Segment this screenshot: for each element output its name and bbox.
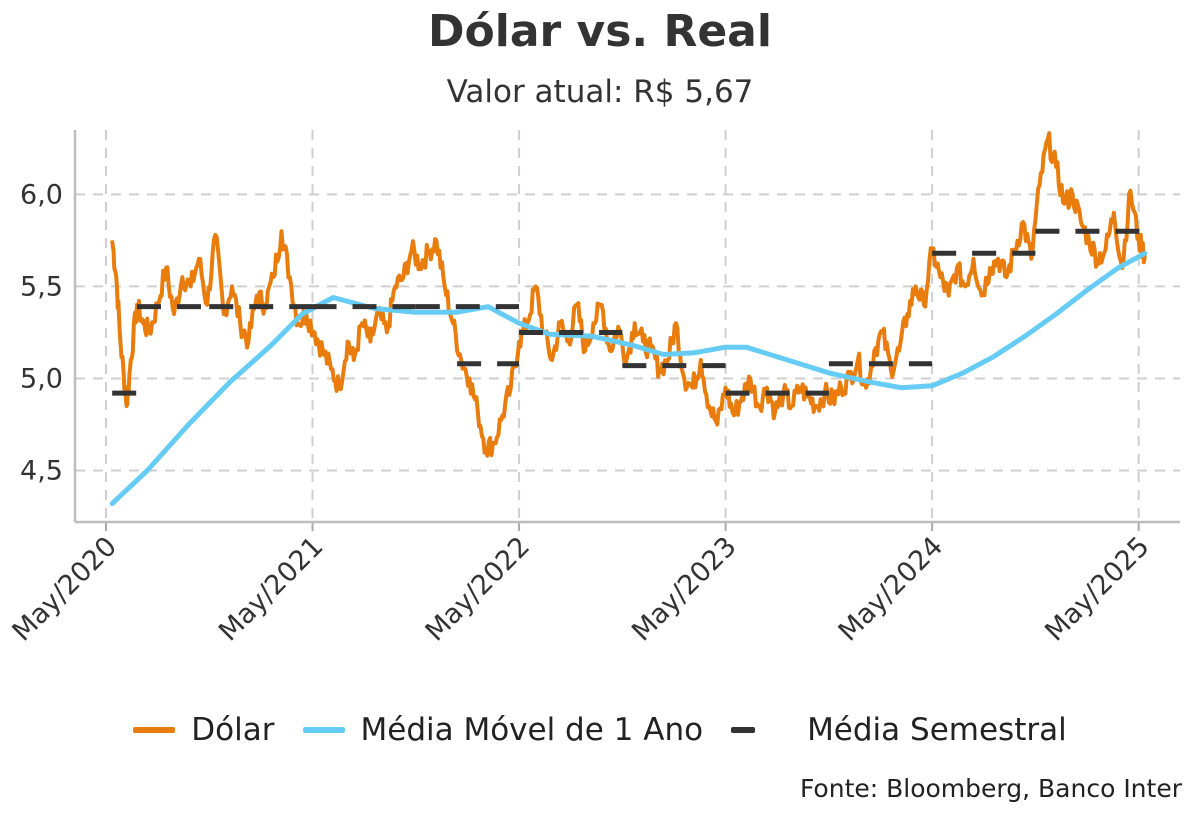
x-tick-label: May/2023 (626, 531, 742, 647)
x-tick-label: May/2021 (213, 531, 329, 647)
x-tick-label: May/2025 (1039, 531, 1155, 647)
series-line-dolar (110, 131, 1147, 458)
chart-subtitle: Valor atual: R$ 5,67 (446, 74, 754, 110)
y-tick-label: 4,5 (20, 455, 63, 486)
x-tick-label: May/2022 (420, 531, 536, 647)
chart-legend: Dólar Média Móvel de 1 Ano Média Semestr… (0, 712, 1200, 748)
legend-item-media-semestral: Média Semestral (731, 712, 1067, 748)
x-tick-label: May/2020 (7, 531, 123, 647)
legend-item-media-movel: Média Móvel de 1 Ano (302, 712, 704, 748)
chart-title: Dólar vs. Real (428, 6, 772, 57)
legend-swatch-media-movel (302, 727, 345, 733)
legend-label-dolar: Dólar (191, 712, 275, 748)
legend-item-dolar: Dólar (133, 712, 275, 748)
legend-swatch-dolar (133, 727, 176, 733)
x-tick-label: May/2024 (833, 531, 949, 647)
y-tick-label: 6,0 (20, 179, 63, 210)
line-chart: 4,5 5,0 5,5 6,0 May/2020 May/2021 May/2022 May/… (7, 130, 1180, 647)
legend-label-media-movel: Média Móvel de 1 Ano (360, 712, 704, 748)
legend-swatch-media-semestral (731, 727, 756, 733)
y-tick-label: 5,0 (20, 363, 63, 394)
y-tick-label: 5,5 (20, 271, 63, 302)
chart-source: Fonte: Bloomberg, Banco Inter (799, 774, 1182, 803)
series-line-media-movel (109, 250, 1148, 507)
legend-label-media-semestral: Média Semestral (807, 712, 1067, 748)
